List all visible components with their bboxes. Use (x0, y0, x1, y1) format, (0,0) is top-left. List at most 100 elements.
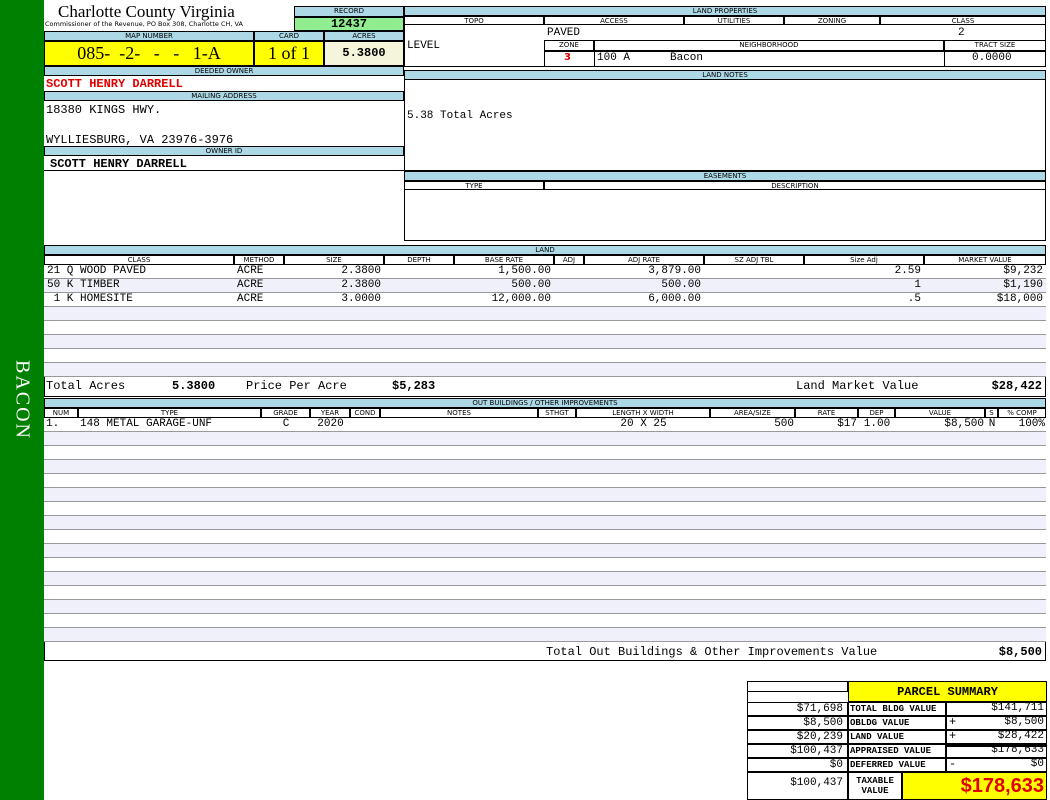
outbuilding-cell: 2020 (317, 418, 344, 430)
outbuilding-cell: 500 (774, 418, 794, 430)
summary-label: DEFERRED VALUE (848, 758, 946, 772)
tract-size-value: 0.0000 (972, 52, 1012, 64)
land-cell: ACRE (237, 265, 264, 277)
zone-row (544, 51, 1046, 67)
summary-prior-value: $0 (747, 758, 848, 772)
map-number-value: 085- -2- - - 1-A (44, 41, 254, 66)
land-cell: ACRE (237, 279, 264, 291)
outbuilding-cell: 1.00 (863, 418, 891, 430)
card-label: CARD (254, 31, 324, 41)
outbuilding-cell: 148 METAL GARAGE-UNF (80, 418, 213, 430)
outbuilding-row (44, 432, 1046, 446)
divider (44, 170, 404, 171)
outbuilding-row (44, 516, 1046, 530)
outbuilding-row (44, 572, 1046, 586)
summary-label: APPRAISED VALUE (848, 744, 946, 758)
divider (594, 51, 595, 67)
class-header: CLASS (880, 16, 1046, 25)
outbuilding-col-header: COND (350, 408, 380, 418)
land-cell: 2.3800 (341, 279, 381, 291)
outbuilding-row (44, 558, 1046, 572)
owner-id-value: SCOTT HENRY DARRELL (50, 157, 187, 171)
land-cell: 3.0000 (341, 293, 381, 305)
land-cell: $1,190 (1003, 279, 1043, 291)
outbuilding-row (44, 488, 1046, 502)
land-cell: 50 K TIMBER (47, 279, 120, 291)
parcel-summary-title: PARCEL SUMMARY (848, 681, 1047, 702)
sidebar-label: BACON (11, 359, 34, 441)
owner-id-label: OWNER ID (44, 146, 404, 156)
summary-sign: + (949, 729, 957, 743)
taxable-value-label: TAXABLE VALUE (848, 772, 902, 800)
total-acres-label: Total Acres (46, 379, 126, 393)
outbuilding-col-header: GRADE (261, 408, 310, 418)
outbuilding-cell: N (988, 418, 996, 430)
summary-prior-value: $71,698 (747, 702, 848, 716)
summary-prior-value: $100,437 (747, 772, 848, 800)
zone-header: ZONE (544, 40, 594, 51)
land-title: LAND (44, 245, 1046, 255)
summary-value: $178,633 (991, 744, 1044, 756)
land-col-header: DEPTH (384, 255, 454, 265)
topo-header: TOPO (404, 16, 544, 25)
utilities-header: UTILITIES (684, 16, 784, 25)
record-label: RECORD (294, 6, 404, 17)
outbuilding-row (44, 586, 1046, 600)
land-cell: 21 Q WOOD PAVED (47, 265, 147, 277)
outbuilding-row (44, 460, 1046, 474)
divider (944, 51, 945, 67)
land-cell: 6,000.00 (648, 293, 701, 305)
outbuilding-col-header: DEP (858, 408, 895, 418)
outbuildings-total-value: $8,500 (998, 645, 1042, 659)
acres-label: ACRES (324, 31, 404, 41)
land-row (44, 307, 1046, 321)
price-per-acre-label: Price Per Acre (246, 379, 347, 393)
land-cell: 1 K HOMESITE (47, 293, 133, 305)
outbuilding-cell: C (282, 418, 290, 430)
outbuilding-col-header: VALUE (895, 408, 985, 418)
access-value: PAVED (547, 27, 581, 39)
address-line-1: 18380 KINGS HWY. (46, 103, 162, 117)
page-title: Charlotte County Virginia (58, 2, 235, 21)
land-col-header: METHOD (234, 255, 284, 265)
summary-value-cell (946, 744, 1047, 758)
land-col-header: SIZE (284, 255, 384, 265)
outbuilding-cell: 20 X 25 (620, 418, 667, 430)
summary-value: $28,422 (997, 730, 1044, 742)
sidebar: BACON (0, 0, 44, 800)
outbuildings-title: OUT BUILDINGS / OTHER IMPROVEMENTS (44, 398, 1046, 408)
outbuilding-cell: 100% (1018, 418, 1045, 430)
zoning-header: ZONING (784, 16, 880, 25)
land-notes-text: 5.38 Total Acres (407, 110, 513, 122)
outbuildings-total-label: Total Out Buildings & Other Improvements… (546, 645, 878, 659)
land-notes-title: LAND NOTES (404, 70, 1046, 80)
outbuilding-row (44, 530, 1046, 544)
tract-size-header: TRACT SIZE (944, 40, 1046, 51)
outbuilding-col-header: LENGTH X WIDTH (576, 408, 710, 418)
land-col-header: ADJ RATE (584, 255, 704, 265)
outbuilding-cell: $17 (837, 418, 857, 430)
outbuilding-row (44, 628, 1046, 642)
outbuilding-row (44, 474, 1046, 488)
page-subtitle: Commissioner of the Revenue, PO Box 308,… (45, 20, 243, 28)
land-cell: $18,000 (996, 293, 1043, 305)
outbuilding-col-header: % COMP (998, 408, 1046, 418)
summary-label: TOTAL BLDG VALUE (848, 702, 946, 716)
land-market-value: $28,422 (991, 379, 1042, 393)
outbuilding-col-header: AREA/SIZE (710, 408, 795, 418)
summary-value: $141,711 (991, 702, 1044, 714)
outbuilding-col-header: TYPE (78, 408, 261, 418)
land-row (44, 363, 1046, 377)
neighborhood-header: NEIGHBORHOOD (594, 40, 944, 51)
address-line-2: WYLLIESBURG, VA 23976-3976 (46, 133, 234, 147)
outbuilding-col-header: STHGT (538, 408, 576, 418)
summary-value: $0 (1030, 758, 1044, 770)
taxable-value: $178,633 (902, 772, 1047, 800)
mailing-address-label: MAILING ADDRESS (44, 91, 404, 101)
land-col-header: Size Adj (804, 255, 924, 265)
land-col-header: CLASS (44, 255, 234, 265)
summary-sign: - (949, 757, 957, 771)
map-number-label: MAP NUMBER (44, 31, 254, 41)
outbuilding-col-header: S (985, 408, 998, 418)
outbuilding-col-header: NUM (44, 408, 78, 418)
